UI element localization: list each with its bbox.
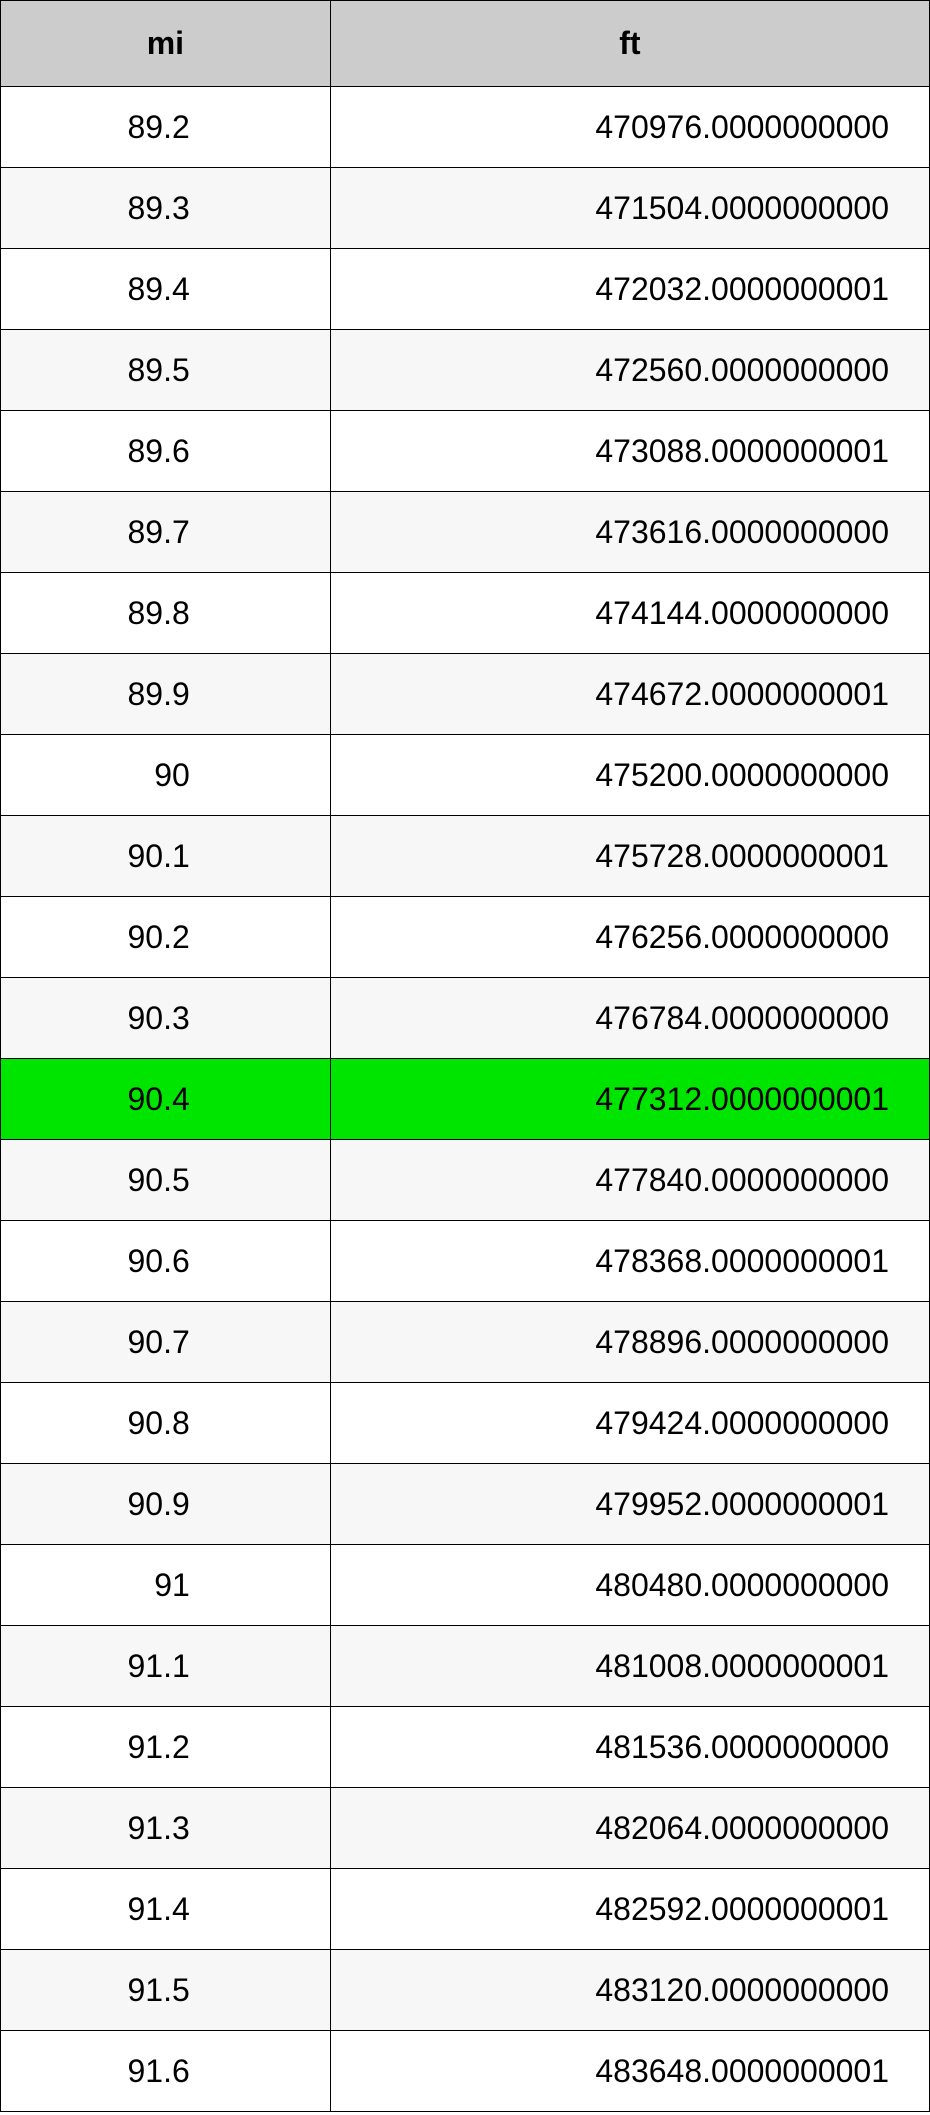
table-row: 90.5477840.0000000000: [1, 1140, 930, 1221]
table-row: 89.6473088.0000000001: [1, 411, 930, 492]
cell-ft: 474672.0000000001: [330, 654, 929, 735]
table-header-row: mi ft: [1, 1, 930, 87]
table-row: 91.4482592.0000000001: [1, 1869, 930, 1950]
cell-ft: 471504.0000000000: [330, 168, 929, 249]
table-row: 89.8474144.0000000000: [1, 573, 930, 654]
table-row: 89.4472032.0000000001: [1, 249, 930, 330]
cell-mi: 90.9: [1, 1464, 331, 1545]
table-row: 89.5472560.0000000000: [1, 330, 930, 411]
cell-mi: 89.4: [1, 249, 331, 330]
cell-mi: 89.9: [1, 654, 331, 735]
cell-ft: 472560.0000000000: [330, 330, 929, 411]
cell-ft: 473616.0000000000: [330, 492, 929, 573]
table-row: 90.9479952.0000000001: [1, 1464, 930, 1545]
table-row: 89.9474672.0000000001: [1, 654, 930, 735]
table-row: 91.1481008.0000000001: [1, 1626, 930, 1707]
cell-mi: 91.1: [1, 1626, 331, 1707]
cell-ft: 477840.0000000000: [330, 1140, 929, 1221]
table-row: 90.3476784.0000000000: [1, 978, 930, 1059]
cell-mi: 90.8: [1, 1383, 331, 1464]
cell-ft: 482064.0000000000: [330, 1788, 929, 1869]
cell-ft: 476784.0000000000: [330, 978, 929, 1059]
cell-mi: 90.1: [1, 816, 331, 897]
cell-mi: 90.7: [1, 1302, 331, 1383]
table-row: 90.2476256.0000000000: [1, 897, 930, 978]
cell-ft: 478896.0000000000: [330, 1302, 929, 1383]
cell-mi: 89.2: [1, 87, 331, 168]
table-row: 91.3482064.0000000000: [1, 1788, 930, 1869]
table-row: 90.4477312.0000000001: [1, 1059, 930, 1140]
cell-ft: 482592.0000000001: [330, 1869, 929, 1950]
cell-mi: 90: [1, 735, 331, 816]
table-body: 89.2470976.000000000089.3471504.00000000…: [1, 87, 930, 2112]
cell-ft: 478368.0000000001: [330, 1221, 929, 1302]
table-row: 90.7478896.0000000000: [1, 1302, 930, 1383]
conversion-table: mi ft 89.2470976.000000000089.3471504.00…: [0, 0, 930, 2112]
cell-ft: 481536.0000000000: [330, 1707, 929, 1788]
table-row: 90.1475728.0000000001: [1, 816, 930, 897]
cell-ft: 474144.0000000000: [330, 573, 929, 654]
cell-mi: 91.5: [1, 1950, 331, 2031]
cell-ft: 479424.0000000000: [330, 1383, 929, 1464]
cell-mi: 90.3: [1, 978, 331, 1059]
col-header-ft: ft: [330, 1, 929, 87]
cell-ft: 483648.0000000001: [330, 2031, 929, 2112]
table-row: 89.7473616.0000000000: [1, 492, 930, 573]
col-header-mi: mi: [1, 1, 331, 87]
cell-ft: 475728.0000000001: [330, 816, 929, 897]
cell-ft: 481008.0000000001: [330, 1626, 929, 1707]
table-row: 90475200.0000000000: [1, 735, 930, 816]
cell-mi: 89.5: [1, 330, 331, 411]
cell-mi: 91.3: [1, 1788, 331, 1869]
cell-ft: 477312.0000000001: [330, 1059, 929, 1140]
cell-mi: 91.4: [1, 1869, 331, 1950]
cell-mi: 89.6: [1, 411, 331, 492]
table-row: 89.3471504.0000000000: [1, 168, 930, 249]
cell-ft: 480480.0000000000: [330, 1545, 929, 1626]
cell-mi: 91: [1, 1545, 331, 1626]
cell-ft: 476256.0000000000: [330, 897, 929, 978]
cell-ft: 475200.0000000000: [330, 735, 929, 816]
cell-ft: 479952.0000000001: [330, 1464, 929, 1545]
cell-mi: 90.5: [1, 1140, 331, 1221]
table-row: 89.2470976.0000000000: [1, 87, 930, 168]
table-row: 90.8479424.0000000000: [1, 1383, 930, 1464]
cell-mi: 91.2: [1, 1707, 331, 1788]
cell-ft: 473088.0000000001: [330, 411, 929, 492]
cell-ft: 472032.0000000001: [330, 249, 929, 330]
cell-mi: 90.2: [1, 897, 331, 978]
cell-ft: 470976.0000000000: [330, 87, 929, 168]
table-row: 91.5483120.0000000000: [1, 1950, 930, 2031]
table-row: 91.2481536.0000000000: [1, 1707, 930, 1788]
cell-mi: 90.4: [1, 1059, 331, 1140]
cell-mi: 90.6: [1, 1221, 331, 1302]
table-row: 91480480.0000000000: [1, 1545, 930, 1626]
cell-mi: 89.8: [1, 573, 331, 654]
cell-mi: 91.6: [1, 2031, 331, 2112]
cell-ft: 483120.0000000000: [330, 1950, 929, 2031]
table-row: 90.6478368.0000000001: [1, 1221, 930, 1302]
cell-mi: 89.3: [1, 168, 331, 249]
cell-mi: 89.7: [1, 492, 331, 573]
table-row: 91.6483648.0000000001: [1, 2031, 930, 2112]
